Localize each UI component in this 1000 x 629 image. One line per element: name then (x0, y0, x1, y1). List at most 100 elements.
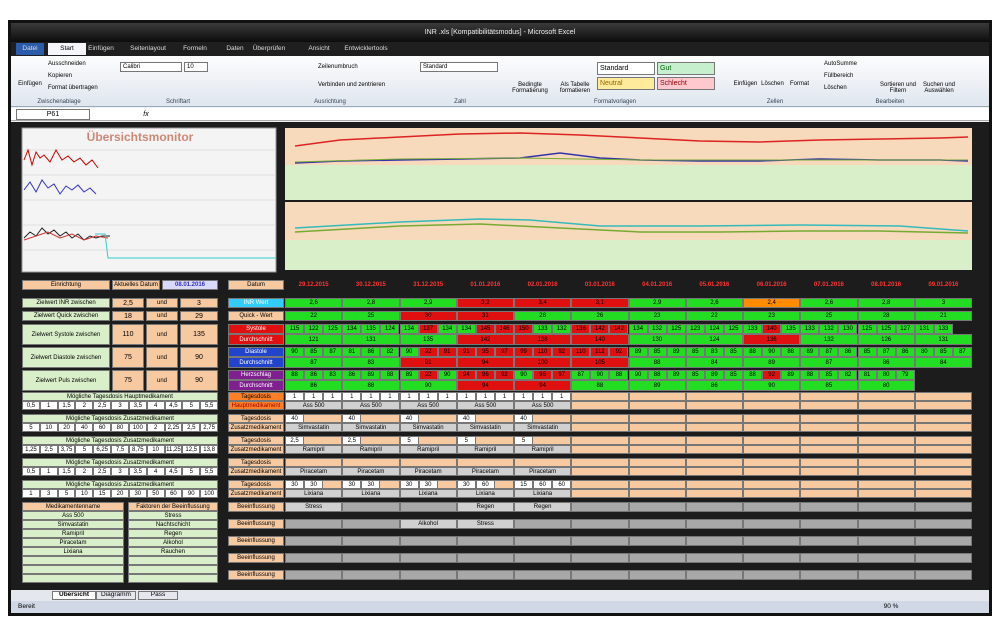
ribbon-tab[interactable]: Entwicklertools (344, 44, 388, 52)
influence-label: Beeinflussung (228, 570, 284, 580)
med-cell: Ass 500 (399, 401, 457, 410)
dose-cell: 1 (494, 392, 514, 401)
cells-button[interactable]: Format (789, 81, 809, 87)
dose-option: 2,5 (93, 467, 112, 476)
cells-button[interactable]: Einfügen (733, 81, 758, 87)
dose-option: 80 (111, 423, 129, 432)
format-painter[interactable]: Format übertragen (48, 85, 98, 91)
influence-cell: Stress (456, 519, 514, 529)
med-empty (628, 489, 686, 498)
dose-option: 2,75 (200, 423, 218, 432)
cells-button[interactable]: Löschen (761, 81, 784, 87)
name-box[interactable]: P61 (16, 109, 90, 120)
dose-option: 5 (22, 423, 40, 432)
font-name[interactable]: Calibri (120, 62, 182, 72)
influence-cell: Regen (456, 502, 514, 512)
factor-list-item: Stress (164, 512, 182, 519)
dose-empty (628, 414, 686, 423)
cell-style[interactable]: Schlecht (657, 77, 715, 90)
dose-option: 10 (146, 445, 165, 454)
systole-reading: 132 (647, 324, 667, 334)
target-label: Zielwert Quick zwischen (22, 311, 110, 321)
influence-empty (914, 502, 972, 512)
pulse-average: 86 (285, 380, 343, 391)
ribbon-tab[interactable]: Start (48, 43, 86, 55)
systole-reading: 145 (475, 324, 495, 334)
cut-button[interactable]: Ausschneiden (48, 61, 86, 67)
sheet-tab[interactable]: Übersicht (52, 591, 96, 600)
fx-button[interactable]: fx (143, 111, 149, 118)
dose-empty (857, 392, 915, 401)
conditional-format[interactable]: Bedingte Formatierung (512, 82, 548, 94)
date-cell: 07.01.2016 (813, 282, 844, 288)
diastole-avg-label: Durchschnitt (228, 357, 284, 368)
ribbon-tab[interactable]: Formeln (183, 44, 207, 52)
influence-empty (456, 570, 514, 580)
file-tab[interactable]: Datei (16, 43, 44, 55)
ribbon-tab[interactable]: Einfügen (88, 44, 114, 52)
ribbon-tab[interactable]: Seitenlayout (130, 44, 166, 52)
systole-reading: 133 (743, 324, 763, 334)
ribbon-tab[interactable]: Ansicht (308, 44, 330, 52)
influence-label: Beeinflussung (228, 519, 284, 529)
med-empty (743, 489, 801, 498)
fill[interactable]: Füllbereich (824, 73, 854, 79)
font-size[interactable]: 10 (184, 62, 208, 72)
med-empty (685, 489, 743, 498)
format-as-table[interactable]: Als Tabelle formatieren (559, 82, 591, 94)
dose-option: 5 (57, 489, 76, 498)
dose-empty (914, 458, 972, 467)
sort-filter[interactable]: Sortieren und Filtern (879, 82, 917, 94)
dose-option: 10 (75, 489, 94, 498)
med-cell: Simvastatin (456, 423, 514, 432)
sheet-tab[interactable]: Diagramm (96, 591, 136, 600)
dose-empty (685, 458, 743, 467)
paste-button[interactable]: Einfügen (18, 81, 42, 87)
med-label: Hauptmedikament (228, 401, 284, 410)
cell-style[interactable]: Neutral (597, 77, 655, 90)
influence-empty (514, 570, 572, 580)
inr-label: INR Wert (228, 298, 284, 308)
med-cell: Piracetam (342, 467, 400, 476)
diastole-reading: 90 (285, 347, 305, 357)
pulse-reading: 88 (800, 370, 820, 380)
quick-cell: 25 (800, 311, 858, 321)
influence-empty (628, 570, 686, 580)
pulse-reading: 96 (475, 370, 495, 380)
ribbon-tab[interactable]: Überprüfen (252, 44, 286, 52)
copy-button[interactable]: Kopieren (48, 73, 73, 79)
dose-option: 3 (111, 401, 129, 410)
inr-cell: 2,4 (743, 298, 801, 308)
influence-cell: Stress (285, 502, 343, 512)
wrap-text[interactable]: Zeilenumbruch (318, 63, 358, 70)
diastole-reading: 85 (304, 347, 324, 357)
sheet-tab[interactable]: Pass (138, 591, 178, 600)
cell-style[interactable]: Standard (597, 62, 655, 75)
systole-reading: 135 (361, 324, 381, 334)
dose-option: 0,5 (22, 401, 40, 410)
med-empty (628, 423, 686, 432)
ribbon-tab[interactable]: Daten (226, 44, 244, 52)
number-format[interactable]: Standard (420, 62, 498, 72)
factor-list-item: Alkohol (163, 539, 183, 546)
systole-reading: 134 (437, 324, 457, 334)
merge-center[interactable]: Verbinden und zentrieren (318, 81, 386, 88)
dose-cell: 1 (514, 392, 534, 401)
cell-style[interactable]: Gut (657, 62, 715, 75)
influence-empty (342, 570, 400, 580)
clear[interactable]: Löschen (824, 85, 847, 91)
find-select[interactable]: Suchen und Auswählen (922, 82, 956, 94)
mini-cyan-line (95, 233, 276, 259)
med-cell: Ass 500 (456, 401, 514, 410)
influence-empty (571, 536, 629, 546)
dose-empty (571, 414, 629, 423)
autosum[interactable]: AutoSumme (824, 61, 858, 67)
pulse-reading: 79 (895, 370, 915, 380)
dose-option: 0,5 (22, 467, 40, 476)
systole-average: 142 (456, 334, 514, 345)
pulse-reading: 89 (399, 370, 419, 380)
dose-empty (571, 436, 629, 445)
zoom-level[interactable]: 90 % (883, 602, 899, 610)
pulse-reading: 88 (647, 370, 667, 380)
date-cell: 31.12.2015 (413, 282, 444, 288)
